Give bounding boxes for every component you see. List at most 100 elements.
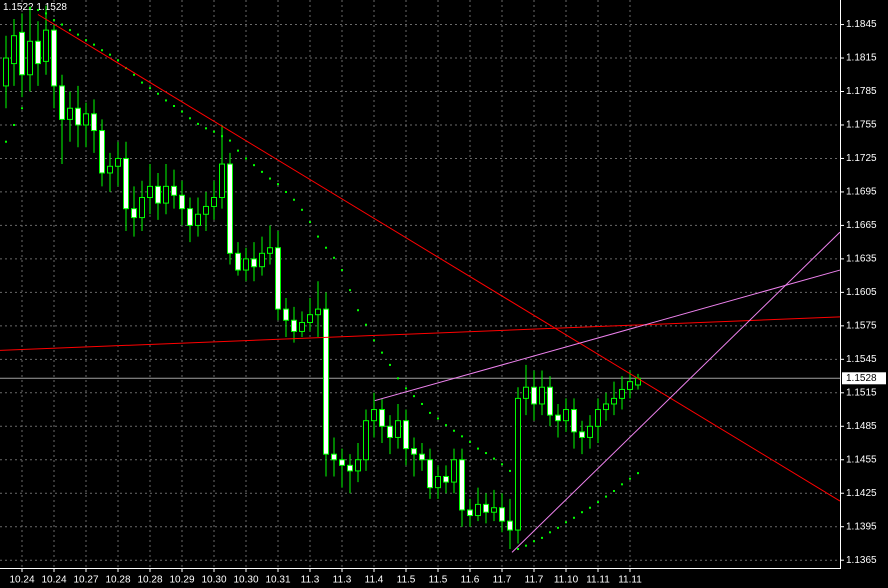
x-tick-label: 10.27: [73, 575, 98, 586]
y-tick-label: 1.1725: [846, 153, 877, 164]
candle-body: [107, 165, 113, 174]
candle-body: [427, 459, 433, 489]
sar-dot: [509, 469, 511, 472]
x-tick-label: 11.5: [397, 575, 416, 586]
candle-body: [139, 197, 145, 219]
sar-dot: [45, 12, 47, 15]
y-tick-label: 1.1485: [846, 421, 877, 432]
candle-body: [299, 321, 305, 332]
candle-body: [235, 252, 241, 271]
candle-body: [555, 414, 561, 422]
candle-body: [539, 386, 545, 405]
sar-dot: [381, 351, 383, 354]
sar-dot: [165, 99, 167, 102]
candle-body: [403, 420, 409, 450]
y-tick-label: 1.1425: [846, 488, 877, 499]
sar-dot: [309, 221, 311, 224]
sar-dot: [389, 363, 391, 366]
x-tick-label: 11.10: [554, 575, 579, 586]
sar-dot: [189, 117, 191, 120]
y-tick-label: 1.1545: [846, 354, 877, 365]
y-tick-label: 1.1605: [846, 287, 877, 298]
candle-body: [211, 197, 217, 207]
trendline: [374, 269, 841, 402]
sar-dot: [613, 490, 615, 493]
candle-body: [259, 252, 265, 268]
candle-body: [275, 247, 281, 310]
sar-dot: [525, 544, 527, 547]
sar-dot: [101, 49, 103, 52]
y-tick-label: 1.1395: [846, 521, 877, 532]
candle-body: [243, 258, 249, 271]
sar-dot: [405, 387, 407, 390]
sar-dot: [557, 526, 559, 529]
sar-dot: [589, 506, 591, 509]
candle-body: [459, 459, 465, 511]
candle-body: [347, 464, 353, 472]
sar-dot: [325, 246, 327, 249]
candle-body: [443, 475, 449, 483]
x-tick-label: 11.7: [525, 575, 544, 586]
sar-dot: [549, 531, 551, 534]
sar-dot: [13, 123, 15, 126]
candle-body: [579, 431, 585, 438]
candle-body: [531, 386, 537, 405]
sar-dot: [77, 33, 79, 36]
candle-body: [411, 448, 417, 455]
sar-dot: [573, 516, 575, 519]
x-tick-label: 10.30: [201, 575, 226, 586]
sar-dot: [85, 39, 87, 42]
sar-dot: [269, 177, 271, 180]
candle-body: [507, 520, 513, 531]
candle-body: [611, 397, 617, 405]
candle-body: [467, 509, 473, 517]
candle-body: [67, 107, 73, 120]
sar-dot: [69, 29, 71, 32]
x-tick-label: 11.7: [493, 575, 512, 586]
candle-body: [251, 258, 257, 268]
candle-body: [515, 397, 521, 531]
candle-body: [499, 507, 505, 522]
sar-dot: [149, 87, 151, 90]
x-tick-label: 11.11: [586, 575, 610, 586]
sar-dot: [253, 164, 255, 167]
y-tick-label: 1.1695: [846, 187, 877, 198]
price-box: [842, 372, 886, 385]
candle-body: [483, 503, 489, 513]
ask: 1.1528: [36, 2, 67, 13]
sar-dot: [245, 157, 247, 160]
candle-body: [179, 194, 185, 210]
candle-body: [187, 208, 193, 226]
candle-body: [523, 386, 529, 399]
sar-dot: [477, 447, 479, 450]
sar-dot: [413, 395, 415, 398]
sar-dot: [141, 81, 143, 84]
candle-body: [123, 157, 129, 210]
candle-body: [619, 388, 625, 399]
sar-dot: [157, 92, 159, 95]
sar-dot: [485, 452, 487, 455]
sar-dot: [5, 140, 7, 143]
x-tick-label: 11.4: [365, 575, 384, 586]
x-tick-label: 10.28: [105, 575, 130, 586]
sar-dot: [565, 521, 567, 524]
y-tick-label: 1.1755: [846, 120, 877, 131]
trendline: [511, 231, 841, 553]
candle-body: [307, 314, 313, 323]
trendline: [0, 316, 841, 351]
candle-body: [419, 453, 425, 461]
candle-body: [59, 85, 65, 120]
sar-dot: [469, 440, 471, 443]
y-tick-label: 1.1365: [846, 555, 877, 566]
sar-dot: [229, 139, 231, 142]
candle-body: [547, 386, 553, 416]
x-tick-label: 11.5: [429, 575, 448, 586]
candle-body: [435, 475, 441, 489]
candle-body: [115, 157, 121, 167]
sar-dot: [61, 23, 63, 26]
sar-dot: [421, 402, 423, 405]
sar-dot: [357, 309, 359, 312]
candle-body: [35, 40, 41, 65]
